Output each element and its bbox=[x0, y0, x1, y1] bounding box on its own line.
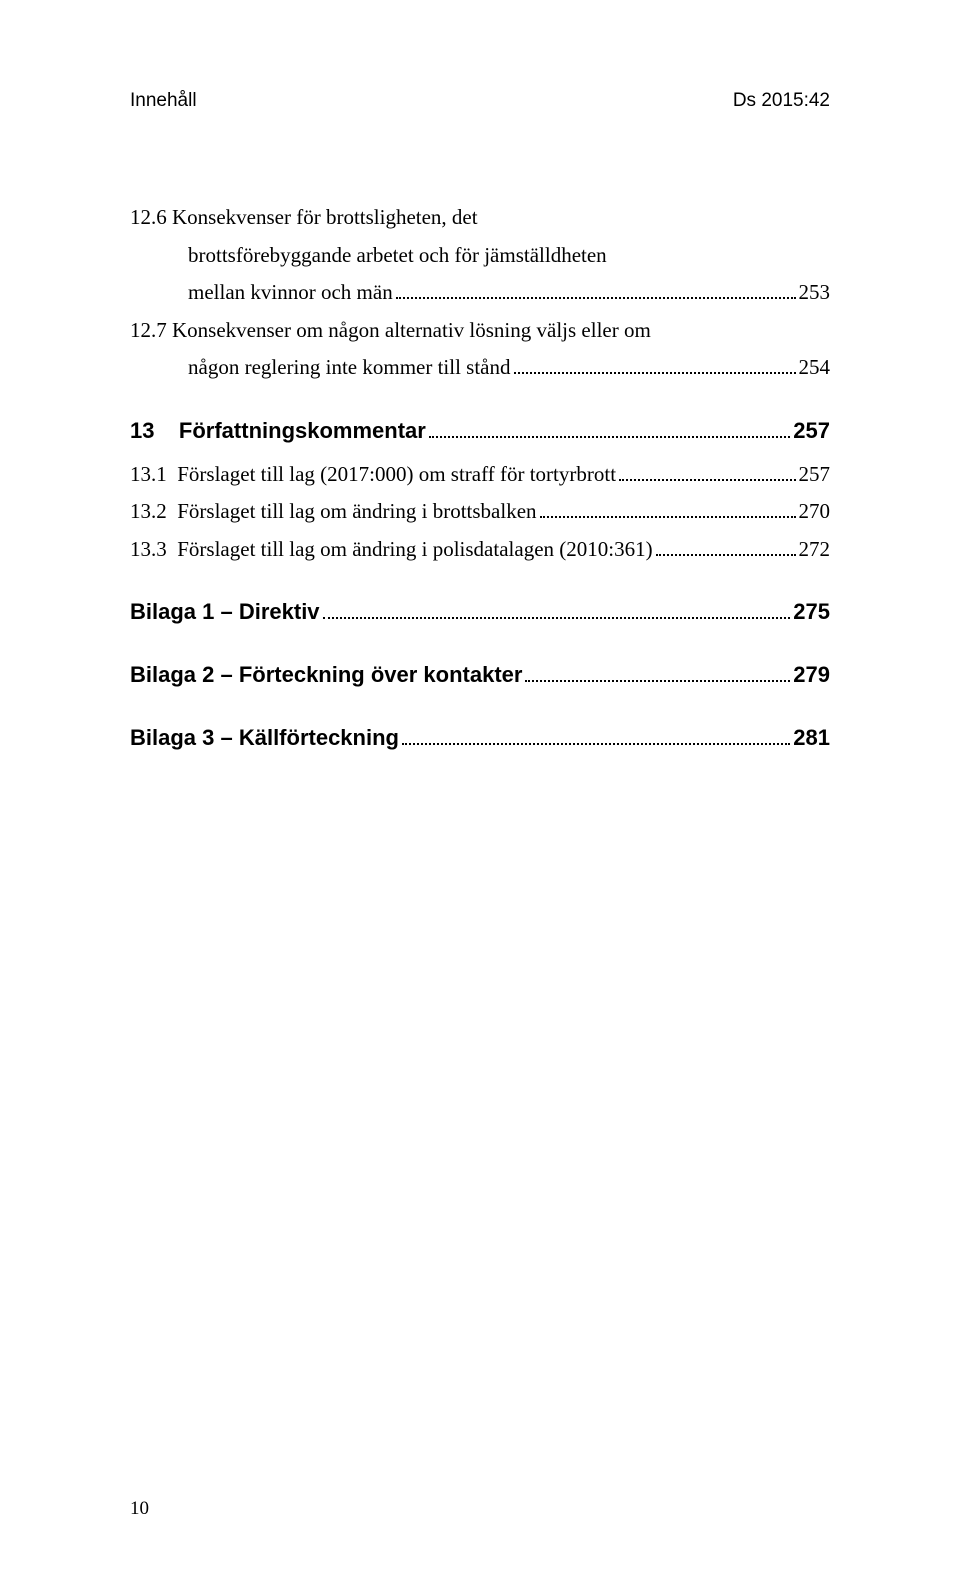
toc-page: 279 bbox=[793, 658, 830, 691]
toc-title: Bilaga 3 – Källförteckning bbox=[130, 721, 399, 754]
toc-number: 13.1 bbox=[130, 459, 177, 491]
toc-entry-last: mellan kvinnor och män 253 bbox=[130, 277, 830, 309]
toc-leader-dots bbox=[396, 297, 796, 299]
toc-section-heading: 13 Författningskommentar 257 bbox=[130, 414, 830, 447]
toc-entry-continuation: brottsförebyggande arbetet och för jämst… bbox=[130, 240, 830, 272]
toc-leader-dots bbox=[525, 680, 790, 682]
toc-page: 253 bbox=[799, 277, 831, 309]
toc-title: Förslaget till lag om ändring i brottsba… bbox=[177, 496, 536, 528]
toc-number: 13 bbox=[130, 414, 179, 447]
toc-page: 270 bbox=[799, 496, 831, 528]
toc-appendix: Bilaga 1 – Direktiv 275 bbox=[130, 595, 830, 628]
toc-entry: 13.2 Förslaget till lag om ändring i bro… bbox=[130, 496, 830, 528]
toc-number: 13.2 bbox=[130, 496, 177, 528]
header-left: Innehåll bbox=[130, 90, 197, 112]
toc-entry: 12.7 Konsekvenser om någon alternativ lö… bbox=[130, 315, 830, 347]
toc-page: 272 bbox=[799, 534, 831, 566]
toc-entry: 13.3 Förslaget till lag om ändring i pol… bbox=[130, 534, 830, 566]
toc-leader-dots bbox=[619, 479, 795, 481]
toc-title: Förslaget till lag (2017:000) om straff … bbox=[177, 459, 616, 491]
header-right: Ds 2015:42 bbox=[733, 90, 830, 112]
toc-title: Bilaga 1 – Direktiv bbox=[130, 595, 320, 628]
toc-leader-dots bbox=[429, 436, 790, 438]
toc-leader-dots bbox=[656, 554, 796, 556]
toc-entry: 13.1 Förslaget till lag (2017:000) om st… bbox=[130, 459, 830, 491]
toc-title: Bilaga 2 – Förteckning över kontakter bbox=[130, 658, 522, 691]
toc-title: mellan kvinnor och män bbox=[188, 277, 393, 309]
toc-title: Författningskommentar bbox=[179, 414, 426, 447]
toc-leader-dots bbox=[402, 743, 790, 745]
toc-entry-last: någon reglering inte kommer till stånd 2… bbox=[130, 352, 830, 384]
toc-leader-dots bbox=[323, 617, 791, 619]
page-header: Innehåll Ds 2015:42 bbox=[130, 90, 830, 112]
toc-page: 257 bbox=[799, 459, 831, 491]
toc-title: någon reglering inte kommer till stånd bbox=[188, 352, 511, 384]
toc-number: 13.3 bbox=[130, 534, 177, 566]
toc-appendix: Bilaga 2 – Förteckning över kontakter 27… bbox=[130, 658, 830, 691]
toc-leader-dots bbox=[540, 516, 796, 518]
toc-appendix: Bilaga 3 – Källförteckning 281 bbox=[130, 721, 830, 754]
toc-title: Förslaget till lag om ändring i polisdat… bbox=[177, 534, 652, 566]
table-of-contents: 12.6 Konsekvenser för brottsligheten, de… bbox=[130, 202, 830, 754]
page-number: 10 bbox=[130, 1498, 149, 1520]
toc-leader-dots bbox=[514, 372, 796, 374]
toc-entry: 12.6 Konsekvenser för brottsligheten, de… bbox=[130, 202, 830, 234]
toc-page: 257 bbox=[793, 414, 830, 447]
toc-page: 254 bbox=[799, 352, 831, 384]
toc-page: 281 bbox=[793, 721, 830, 754]
toc-page: 275 bbox=[793, 595, 830, 628]
